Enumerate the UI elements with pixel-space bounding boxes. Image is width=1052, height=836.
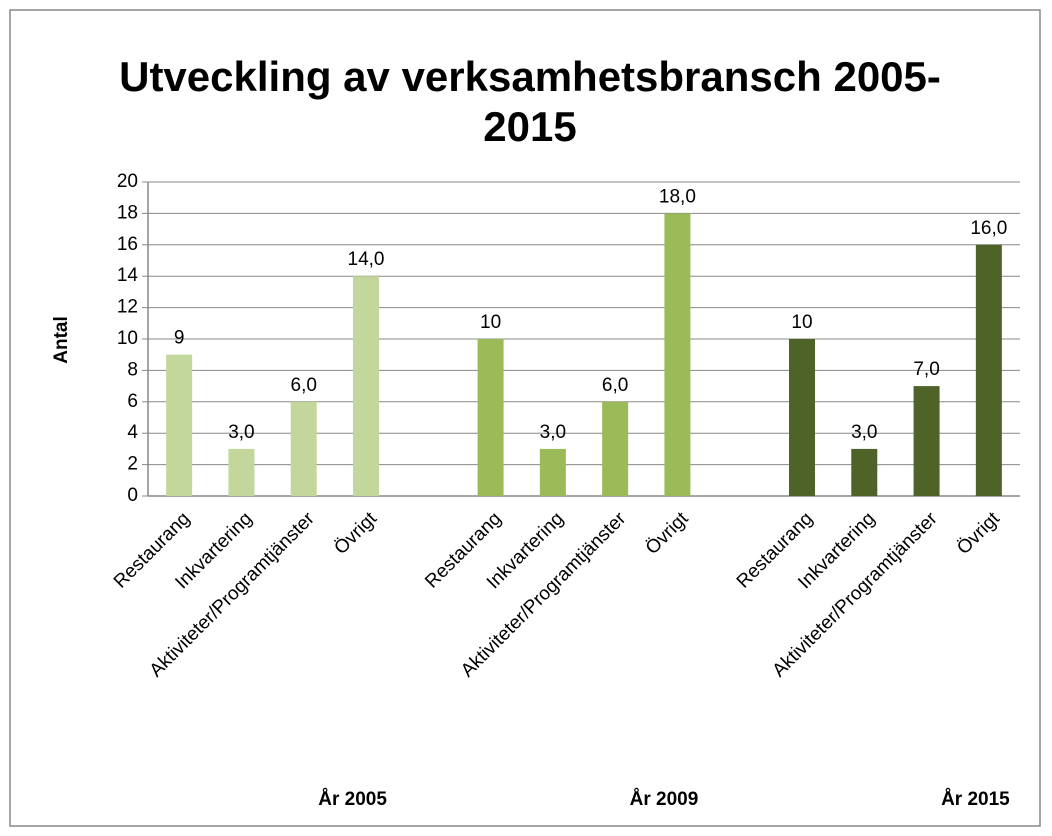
value-label: 3,0: [851, 422, 877, 443]
y-tick-label: 20: [117, 171, 138, 192]
value-label: 18,0: [659, 186, 696, 207]
bar: [851, 448, 878, 496]
value-label: 6,0: [602, 375, 628, 396]
y-tick-label: 4: [127, 422, 138, 443]
value-label: 7,0: [913, 359, 939, 380]
y-tick-label: 2: [127, 454, 138, 475]
bar: [664, 213, 691, 496]
bar: [166, 354, 193, 496]
y-tick-label: 6: [127, 391, 138, 412]
value-label: 3,0: [540, 422, 566, 443]
bar: [789, 339, 815, 496]
bar: [228, 448, 255, 496]
bar: [353, 276, 379, 496]
group-label: År 2015: [941, 789, 1010, 810]
value-label: 14,0: [348, 249, 385, 270]
y-tick-label: 8: [127, 359, 138, 380]
y-tick-label: 0: [127, 485, 138, 506]
y-tick-label: 12: [117, 297, 138, 318]
y-tick-label: 18: [117, 202, 138, 223]
y-axis-label: Antal: [51, 316, 72, 364]
bar: [975, 244, 1002, 496]
chart-title: 2015: [483, 103, 576, 150]
value-label: 16,0: [970, 218, 1007, 239]
y-tick-label: 16: [117, 234, 138, 255]
value-label: 10: [480, 312, 501, 333]
bar: [913, 386, 940, 496]
bar: [602, 401, 629, 496]
y-tick-label: 10: [117, 328, 138, 349]
group-label: År 2005: [318, 789, 387, 810]
bar: [290, 401, 317, 496]
chart-title: Utveckling av verksamhetsbransch 2005-: [119, 53, 941, 100]
y-tick-label: 14: [117, 265, 139, 286]
value-label: 10: [791, 312, 812, 333]
value-label: 3,0: [228, 422, 254, 443]
value-label: 9: [174, 328, 185, 349]
bar: [477, 339, 504, 496]
bar: [539, 448, 566, 496]
value-label: 6,0: [291, 375, 317, 396]
group-label: År 2009: [630, 789, 699, 810]
